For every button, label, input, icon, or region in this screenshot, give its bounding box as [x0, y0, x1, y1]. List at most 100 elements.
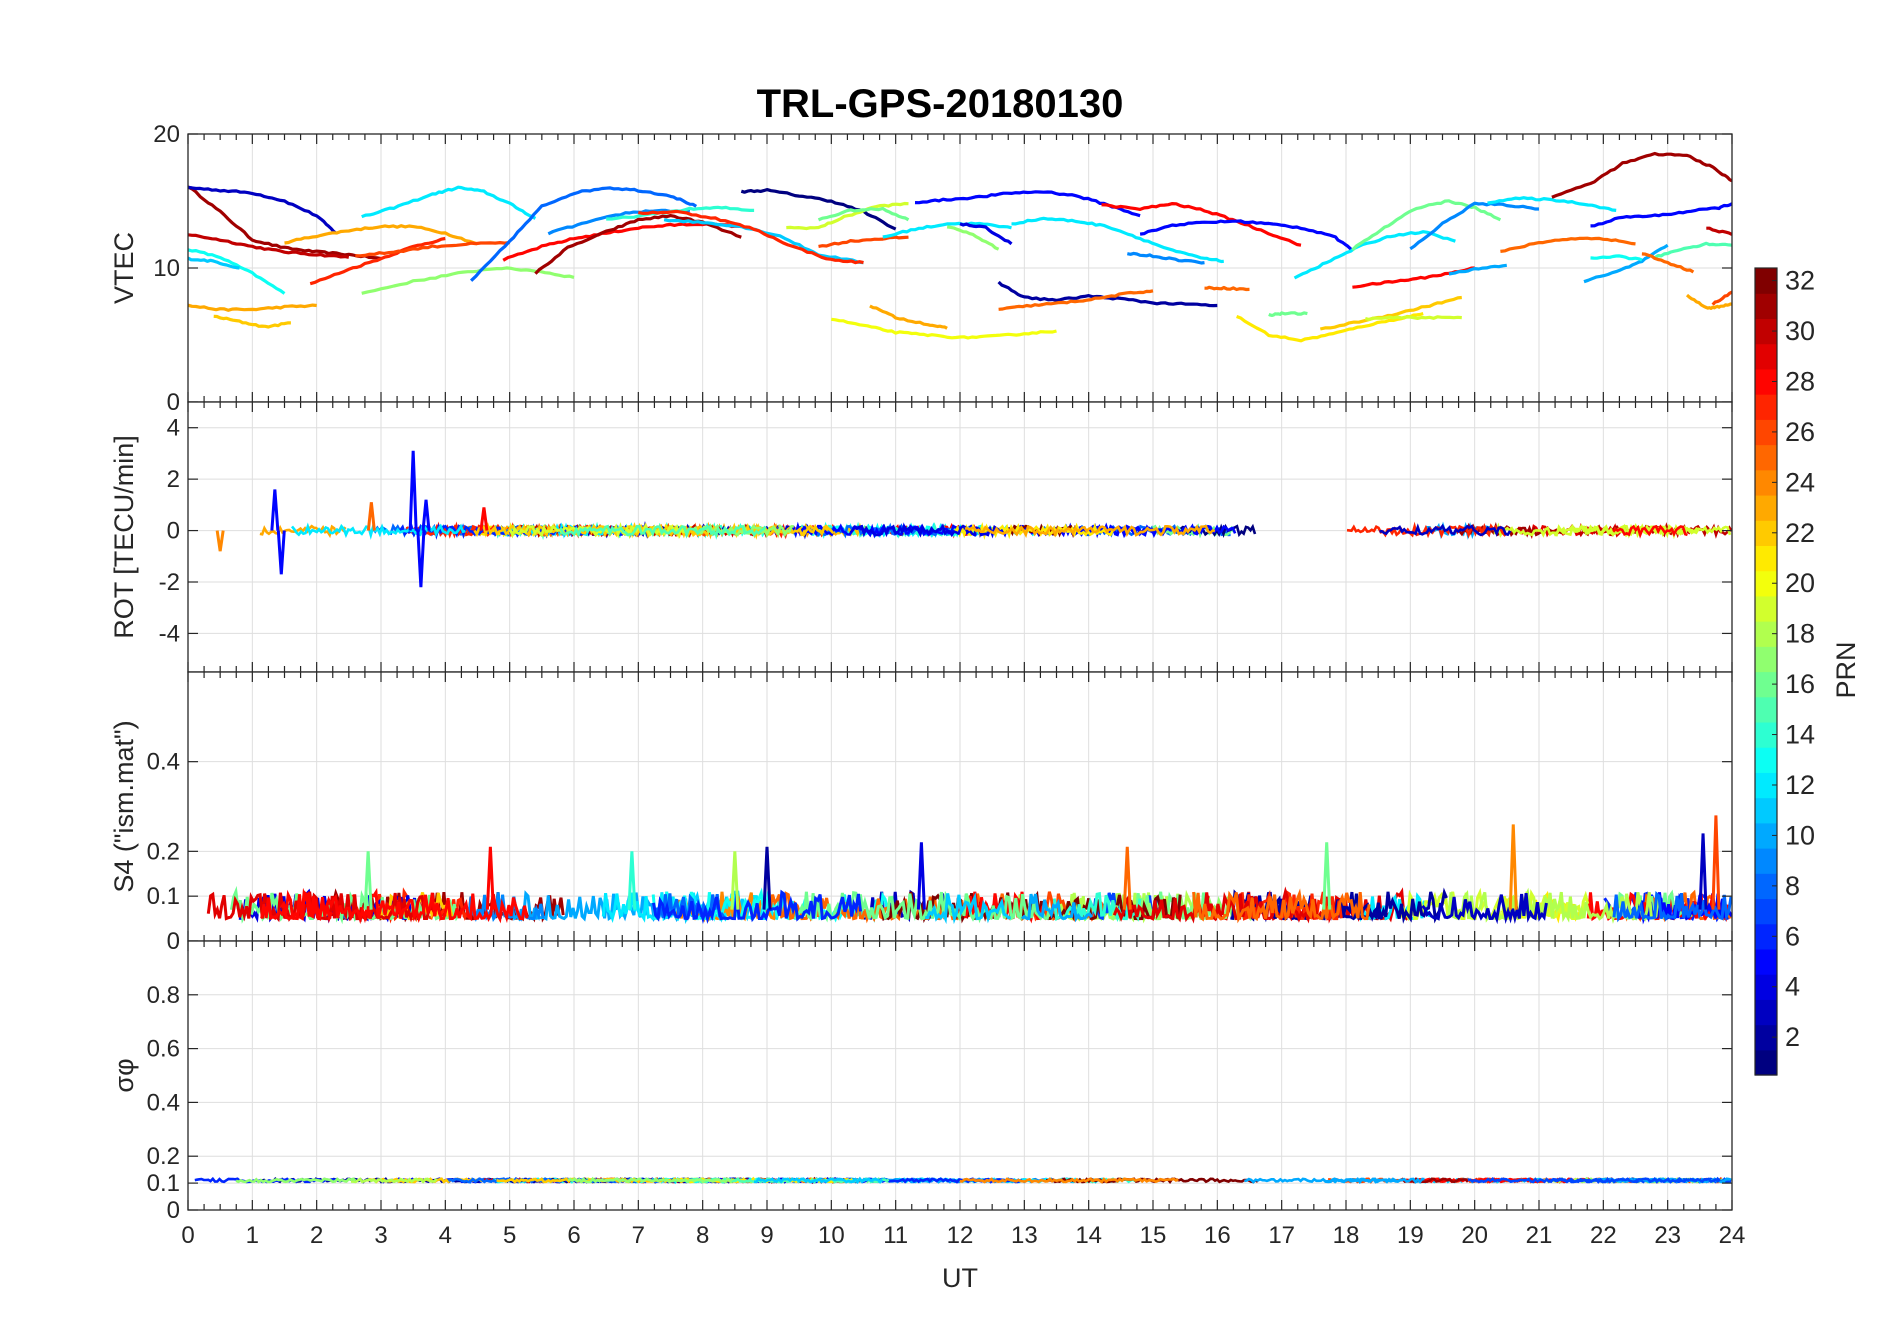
series-line-prn-23	[284, 224, 478, 246]
x-tick-label: 19	[1397, 1222, 1424, 1249]
trace-prn-11	[753, 1176, 884, 1184]
series-line-prn-16	[1268, 311, 1308, 317]
trace-prn-11	[924, 892, 1011, 925]
colorbar-tick-label: 24	[1785, 467, 1815, 497]
spike-prn-3	[1698, 833, 1708, 910]
x-tick-label: 5	[503, 1222, 516, 1249]
x-tick-label: 1	[246, 1222, 259, 1249]
series-line-prn-16	[1351, 199, 1502, 252]
spike-prn-16	[1322, 842, 1332, 910]
y-axis-label-vtec: VTEC	[109, 232, 139, 304]
spike-prn-28	[485, 846, 495, 910]
trace-prn-17	[567, 1176, 734, 1184]
trace-prn-6	[652, 889, 863, 925]
series-line-prn-3	[188, 185, 337, 235]
spike-prn-5	[421, 499, 431, 531]
colorbar-tick-label: 18	[1785, 619, 1815, 649]
y-tick-label: 0.1	[147, 883, 180, 910]
series-line-prn-11	[188, 256, 240, 270]
spike-prn-4	[916, 842, 926, 910]
panel-vtec-data	[188, 151, 1732, 343]
y-tick-label: 4	[167, 415, 180, 442]
series-line-prn-8	[470, 186, 698, 282]
colorbar-level	[1755, 268, 1777, 294]
series-line-prn-26	[1711, 290, 1732, 306]
colorbar-frame	[1754, 267, 1778, 1076]
spike-prn-26	[1711, 815, 1721, 910]
series-line-prn-19	[1364, 315, 1462, 322]
colorbar-tick-label: 10	[1785, 820, 1815, 850]
y-tick-label: 0.4	[147, 749, 180, 776]
trace-prn-18	[350, 1177, 438, 1184]
y-tick-label: 0	[167, 928, 180, 955]
trace-prn-25	[1192, 888, 1371, 924]
series-line-prn-1	[740, 188, 897, 231]
panel-s4: 0 0.1 0.2 0.4 S4 ("ism.mat")	[109, 671, 1733, 955]
x-tick-label: 23	[1654, 1222, 1681, 1249]
colorbar-level	[1755, 293, 1777, 320]
x-tick-label: 3	[374, 1222, 387, 1249]
series-line-prn-26	[355, 240, 510, 258]
series-line-prn-26	[818, 235, 909, 248]
colorbar-level	[1755, 999, 1777, 1026]
y-tick-label: 20	[153, 121, 180, 148]
x-tick-label: 2	[310, 1222, 323, 1249]
trace-prn-10	[1020, 893, 1094, 923]
series-line-prn-25	[1204, 285, 1250, 292]
colorbar-tick-label: 28	[1785, 366, 1815, 396]
colorbar-level	[1755, 343, 1777, 370]
colorbar-level	[1755, 368, 1777, 395]
panel-rot-data	[215, 450, 1732, 588]
series-line-prn-27	[638, 209, 864, 265]
y-tick-label: 0	[167, 389, 180, 416]
series-line-prn-5	[1590, 202, 1732, 228]
trace-prn-4	[849, 523, 1000, 539]
trace-prn-28	[1612, 524, 1688, 539]
trace-prn-31	[1399, 1177, 1469, 1184]
spike-prn-25	[366, 502, 376, 531]
x-tick-label: 0	[181, 1222, 194, 1249]
colorbar-level	[1755, 444, 1777, 471]
x-tick-label: 17	[1268, 1222, 1295, 1249]
panel-rot: -4 -2 0 2 4 ROT [TECU/min]	[109, 401, 1733, 673]
y-tick-label: -4	[159, 620, 180, 647]
y-tick-label: 0	[167, 518, 180, 545]
colorbar-level	[1755, 696, 1777, 723]
trace-prn-28	[280, 887, 529, 925]
trace-prn-23	[964, 524, 1216, 539]
spike-prn-14	[627, 851, 637, 910]
spike-prn-5	[416, 530, 426, 588]
series-line-prn-30	[1706, 226, 1732, 236]
colorbar-level	[1755, 595, 1777, 622]
y-tick-label: 0.2	[147, 1143, 180, 1170]
x-tick-label: 24	[1719, 1222, 1746, 1249]
series-line-prn-13	[1590, 254, 1643, 262]
series-line-prn-12	[1011, 216, 1224, 264]
colorbar-tick-label: 32	[1785, 266, 1815, 296]
spike-prn-24	[215, 530, 225, 552]
series-line-prn-23	[869, 304, 948, 330]
x-tick-label: 18	[1333, 1222, 1360, 1249]
series-line-prn-17	[946, 225, 1000, 251]
y-tick-label: 2	[167, 466, 180, 493]
colorbar-level	[1755, 848, 1777, 874]
y-tick-label: 0.1	[147, 1170, 180, 1197]
colorbar-level	[1755, 318, 1777, 345]
trace-prn-3	[1421, 892, 1548, 925]
x-tick-label: 11	[883, 1222, 908, 1249]
colorbar-tick-label: 4	[1785, 972, 1800, 1002]
spike-prn-24	[1508, 824, 1518, 910]
chart-title: TRL-GPS-20180130	[757, 82, 1124, 126]
series-line-prn-25	[1500, 236, 1636, 253]
x-tick-label: 10	[818, 1222, 845, 1249]
series-line-prn-28	[1101, 202, 1302, 247]
panel-s4-data	[206, 815, 1732, 925]
y-tick-label: 0.2	[147, 838, 180, 865]
series-line-prn-22	[1319, 295, 1462, 331]
colorbar-tick-label: 16	[1785, 669, 1815, 699]
x-tick-label: 9	[760, 1222, 773, 1249]
colorbar-level	[1755, 570, 1777, 597]
series-line-prn-9	[1127, 251, 1205, 265]
colorbar-tick-label: 14	[1785, 720, 1815, 750]
